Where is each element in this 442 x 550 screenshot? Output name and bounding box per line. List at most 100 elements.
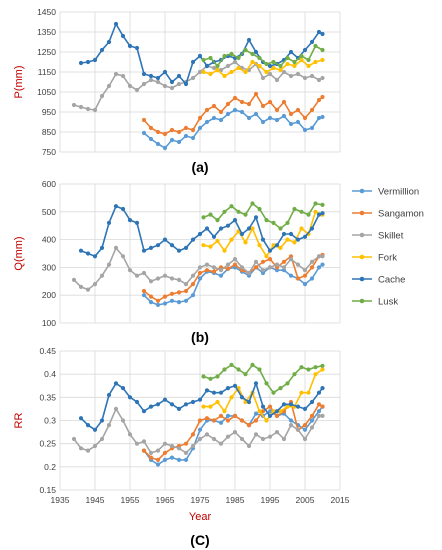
- data-point: [246, 226, 252, 231]
- data-point: [271, 65, 276, 71]
- data-point: [134, 45, 140, 51]
- data-point: [267, 434, 273, 439]
- data-point: [313, 365, 318, 370]
- data-point: [309, 226, 315, 231]
- data-point: [134, 87, 140, 93]
- data-point: [232, 413, 238, 418]
- data-point: [197, 69, 203, 75]
- data-point: [204, 107, 210, 113]
- data-point: [208, 376, 213, 381]
- data-point: [313, 372, 318, 377]
- legend-swatch-marker: [359, 232, 365, 238]
- data-point: [85, 448, 91, 453]
- data-point: [141, 130, 147, 136]
- data-point: [250, 362, 255, 367]
- data-point: [134, 399, 140, 405]
- data-point: [183, 81, 189, 87]
- data-point: [176, 406, 182, 411]
- data-point: [183, 457, 189, 462]
- data-point: [285, 61, 290, 67]
- data-point: [264, 254, 269, 259]
- data-point: [243, 212, 248, 217]
- y-axis-label: P(mm): [13, 66, 25, 99]
- data-point: [274, 107, 280, 113]
- data-point: [204, 119, 210, 125]
- data-point: [190, 432, 196, 437]
- data-point: [106, 39, 112, 45]
- data-point: [260, 119, 266, 125]
- data-point: [134, 273, 140, 278]
- data-point: [176, 290, 182, 295]
- data-point: [302, 47, 308, 53]
- data-point: [267, 248, 273, 253]
- data-point: [141, 409, 147, 414]
- data-point: [201, 374, 206, 379]
- data-point: [299, 209, 304, 214]
- legend-item-sangamon: Sangamon: [352, 209, 424, 220]
- data-point: [257, 409, 262, 414]
- series-vermillion: [141, 262, 325, 307]
- data-point: [316, 409, 322, 414]
- data-point: [169, 79, 175, 85]
- data-point: [313, 201, 318, 206]
- y-tick-label: 100: [42, 318, 56, 328]
- data-point: [253, 418, 259, 423]
- data-point: [257, 367, 262, 372]
- data-point: [162, 273, 168, 278]
- data-point: [229, 395, 234, 400]
- data-point: [309, 425, 315, 430]
- data-point: [306, 390, 311, 395]
- data-point: [320, 114, 325, 120]
- data-point: [222, 53, 227, 59]
- data-point: [260, 259, 266, 264]
- data-point: [99, 273, 105, 278]
- data-point: [288, 73, 294, 79]
- data-point: [204, 268, 210, 273]
- data-point: [71, 277, 77, 282]
- legend-item-skillet: Skillet: [352, 231, 404, 242]
- data-point: [267, 413, 273, 418]
- data-point: [292, 63, 297, 69]
- y-tick-label: 0.45: [39, 346, 56, 356]
- data-point: [162, 457, 168, 462]
- data-point: [127, 43, 133, 49]
- series-lusk: [201, 201, 325, 231]
- data-point: [232, 59, 238, 65]
- data-point: [320, 57, 325, 63]
- data-point: [250, 201, 255, 206]
- data-point: [190, 75, 196, 81]
- legend-item-vermillion: Vermillion: [352, 187, 419, 198]
- y-tick-label: 1350: [37, 27, 56, 37]
- data-point: [113, 204, 119, 209]
- y-tick-label: 750: [42, 147, 56, 157]
- data-point: [239, 395, 245, 400]
- data-point: [155, 302, 161, 307]
- data-point: [162, 69, 168, 75]
- data-point: [113, 406, 119, 411]
- data-point: [106, 392, 112, 398]
- data-point: [267, 404, 273, 409]
- data-point: [99, 245, 105, 250]
- y-tick-label: 0.35: [39, 392, 56, 402]
- data-point: [236, 65, 241, 71]
- x-axis-label: Year: [189, 511, 212, 523]
- data-point: [288, 231, 294, 237]
- data-point: [190, 293, 196, 298]
- data-point: [295, 71, 301, 77]
- panel-2: 100 200 300 400 500 600 Q(mm) (b): [13, 179, 341, 345]
- data-point: [190, 237, 196, 242]
- data-point: [320, 413, 325, 418]
- y-tick-label: 1250: [37, 47, 56, 57]
- data-point: [85, 251, 91, 256]
- data-point: [99, 93, 105, 99]
- data-point: [309, 418, 315, 423]
- data-point: [306, 367, 311, 372]
- x-tick-label: 1975: [191, 495, 210, 505]
- data-point: [204, 432, 210, 437]
- data-point: [246, 423, 252, 428]
- y-tick-label: 200: [42, 290, 56, 300]
- data-point: [141, 288, 147, 294]
- data-point: [225, 262, 231, 267]
- data-point: [309, 73, 315, 79]
- data-point: [295, 237, 301, 242]
